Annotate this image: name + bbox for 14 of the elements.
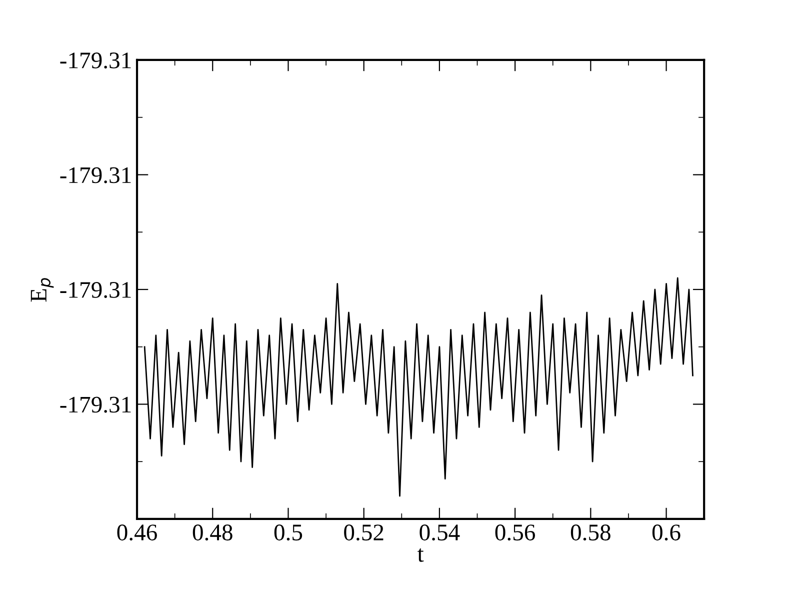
y-tick-label: -179.31 (60, 167, 131, 184)
x-tick-label: 0.48 (192, 524, 232, 541)
x-axis-title: t (418, 548, 424, 562)
y-axis-title: E$_{p}$ (30, 278, 54, 302)
x-tick-label: 0.54 (420, 524, 460, 541)
y-tick-label: -179.31 (60, 52, 131, 69)
x-tick-label: 0.5 (274, 524, 302, 541)
y-tick-label: -179.31 (60, 396, 131, 413)
x-tick-label: 0.52 (344, 524, 384, 541)
x-tick-label: 0.6 (652, 524, 680, 541)
x-tick-label: 0.46 (117, 524, 157, 541)
x-tick-label: 0.56 (495, 524, 536, 541)
y-tick-label: -179.31 (60, 282, 131, 298)
x-tick-label: 0.58 (570, 524, 610, 541)
